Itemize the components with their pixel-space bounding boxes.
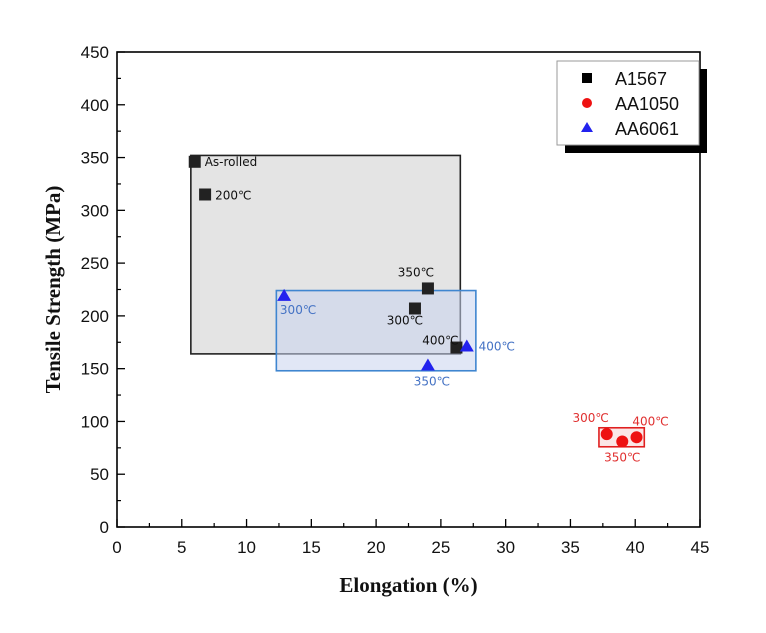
AA6061-point	[459, 339, 474, 352]
A1567-point-label: 200℃	[215, 189, 251, 203]
x-tick-label: 35	[561, 538, 580, 557]
y-tick-label: 150	[81, 360, 109, 379]
A1567-point-label: As-rolled	[205, 155, 257, 169]
point-annotations: As-rolled 200℃ 350℃ 300℃ 400℃ 300℃ 350℃ 400℃ 300…	[205, 155, 669, 465]
AA1050-point	[630, 431, 643, 444]
axis-ticks: 0 5 10 15 20 25 30 35 40 450501001502002503003504…	[81, 43, 710, 557]
A1567-point-label: 400℃	[422, 334, 458, 348]
y-tick-label: 200	[81, 307, 109, 326]
region-layer	[190, 154, 646, 448]
y-tick-label: 450	[81, 43, 109, 62]
x-tick-label: 0	[112, 538, 121, 557]
y-tick-label: 300	[81, 201, 109, 220]
x-tick-label: 45	[691, 538, 710, 557]
legend-label: A1567	[615, 69, 667, 89]
x-tick-label: 40	[626, 538, 645, 557]
A1567-point	[421, 282, 434, 295]
legend-label: AA1050	[615, 94, 679, 114]
AA1050-point-label: 300℃	[573, 411, 609, 425]
x-tick-label: 20	[367, 538, 386, 557]
AA6061-point-label: 400℃	[479, 340, 515, 354]
AA6061-point	[277, 288, 292, 301]
y-tick-label: 350	[81, 149, 109, 168]
x-tick-label: 15	[302, 538, 321, 557]
AA6061-point-label: 300℃	[280, 303, 316, 317]
AA1050-point	[600, 428, 613, 441]
AA1050-point	[616, 435, 629, 448]
A1567-point	[188, 155, 201, 168]
y-tick-label: 50	[90, 465, 109, 484]
y-tick-label: 100	[81, 412, 109, 431]
A1567-point	[199, 188, 212, 201]
AA1050-point-label: 400℃	[632, 414, 668, 428]
x-axis-title: Elongation (%)	[339, 573, 477, 597]
legend: A1567 AA1050 AA6061	[556, 60, 707, 153]
AA1050-point-label: 350℃	[604, 451, 640, 465]
AA6061-range-box	[275, 289, 477, 372]
y-tick-label: 0	[100, 518, 109, 537]
data-points	[188, 155, 643, 448]
legend-marker-A1567	[582, 73, 592, 83]
y-tick-label: 400	[81, 96, 109, 115]
AA6061-point-label: 350℃	[414, 375, 450, 389]
A1567-point-label: 350℃	[398, 265, 434, 279]
x-tick-label: 25	[431, 538, 450, 557]
legend-marker-AA1050	[582, 98, 592, 108]
x-tick-label: 30	[496, 538, 515, 557]
y-axis-title: Tensile Strength (MPa)	[41, 186, 65, 394]
x-tick-label: 5	[177, 538, 186, 557]
A1567-point	[450, 341, 463, 354]
A1567-point-label: 300℃	[387, 314, 423, 328]
legend-marker-AA6061	[581, 122, 593, 132]
A1567-point	[408, 302, 421, 315]
y-tick-label: 250	[81, 254, 109, 273]
legend-box	[556, 60, 700, 146]
AA6061-point	[420, 358, 435, 371]
x-tick-label: 10	[237, 538, 256, 557]
legend-label: AA6061	[615, 119, 679, 139]
